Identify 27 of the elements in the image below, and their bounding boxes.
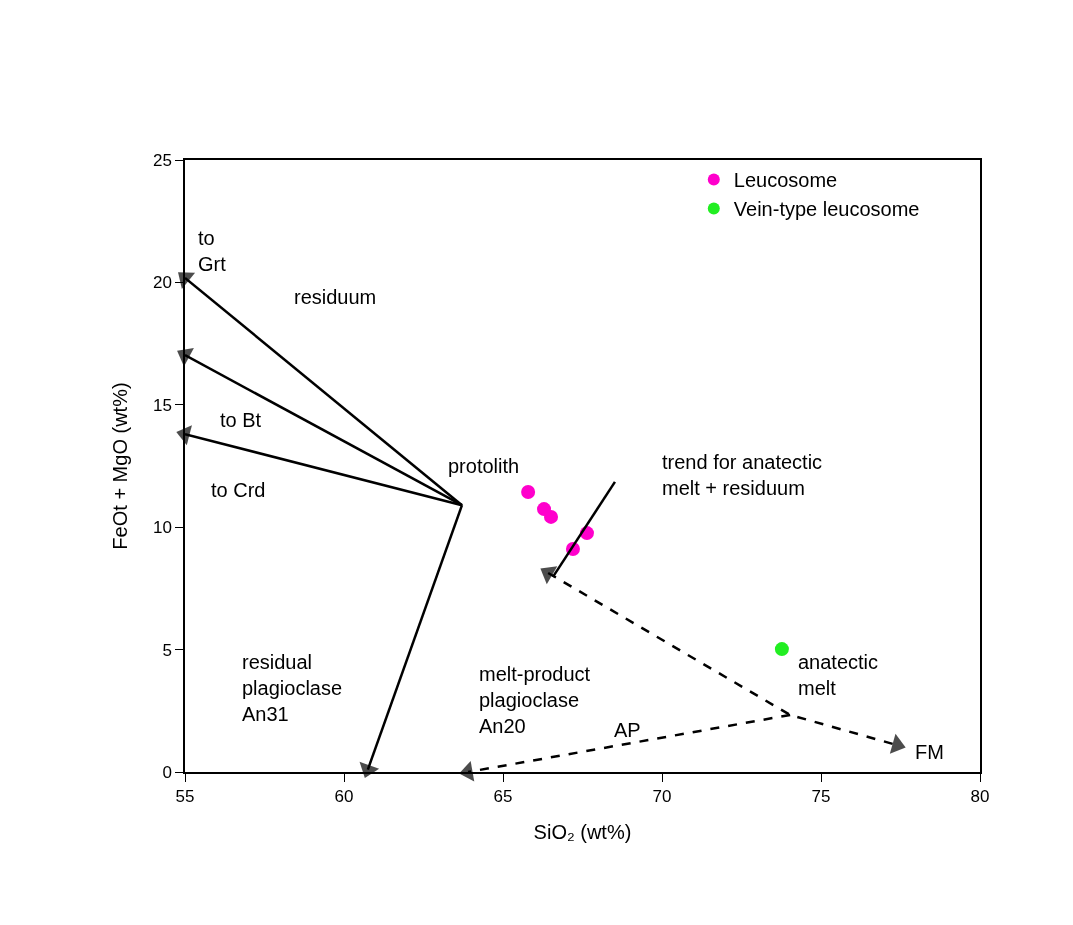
x-tick-label: 65	[493, 787, 513, 807]
x-tick-label: 55	[175, 787, 195, 807]
annotation: protolith	[448, 455, 520, 477]
x-tick-label: 70	[652, 787, 672, 807]
y-tick-label: 15	[152, 395, 172, 415]
annotation: to Grt	[198, 227, 227, 275]
x-tick-label: 80	[970, 787, 990, 807]
x-tick-label: 60	[334, 787, 354, 807]
annotation: residuum	[294, 286, 377, 308]
legend-label: Leucosome	[733, 169, 838, 192]
annotation: melt-product plagioclase An20	[479, 663, 591, 737]
y-tick-label: 0	[162, 762, 172, 782]
y-tick-label: 10	[152, 518, 172, 538]
legend-label: Vein-type leucosome	[733, 198, 920, 221]
annotation: trend for anatectic melt + residuum	[662, 451, 823, 499]
annotation: anatectic melt	[798, 651, 879, 699]
y-tick-label: 20	[152, 273, 172, 293]
y-tick-label: 25	[152, 150, 172, 170]
annotation: FM	[915, 741, 944, 763]
annotation: to Crd	[211, 479, 266, 501]
y-axis-title: FeOt + MgO (wt%)	[108, 382, 131, 550]
x-tick-label: 75	[811, 787, 831, 807]
annotation: residual plagioclase An31	[242, 651, 343, 725]
annotation: AP	[614, 719, 641, 741]
x-axis-title: SiO₂ (wt%)	[533, 821, 632, 844]
annotation: to Bt	[220, 409, 262, 431]
y-tick-label: 5	[162, 640, 172, 660]
